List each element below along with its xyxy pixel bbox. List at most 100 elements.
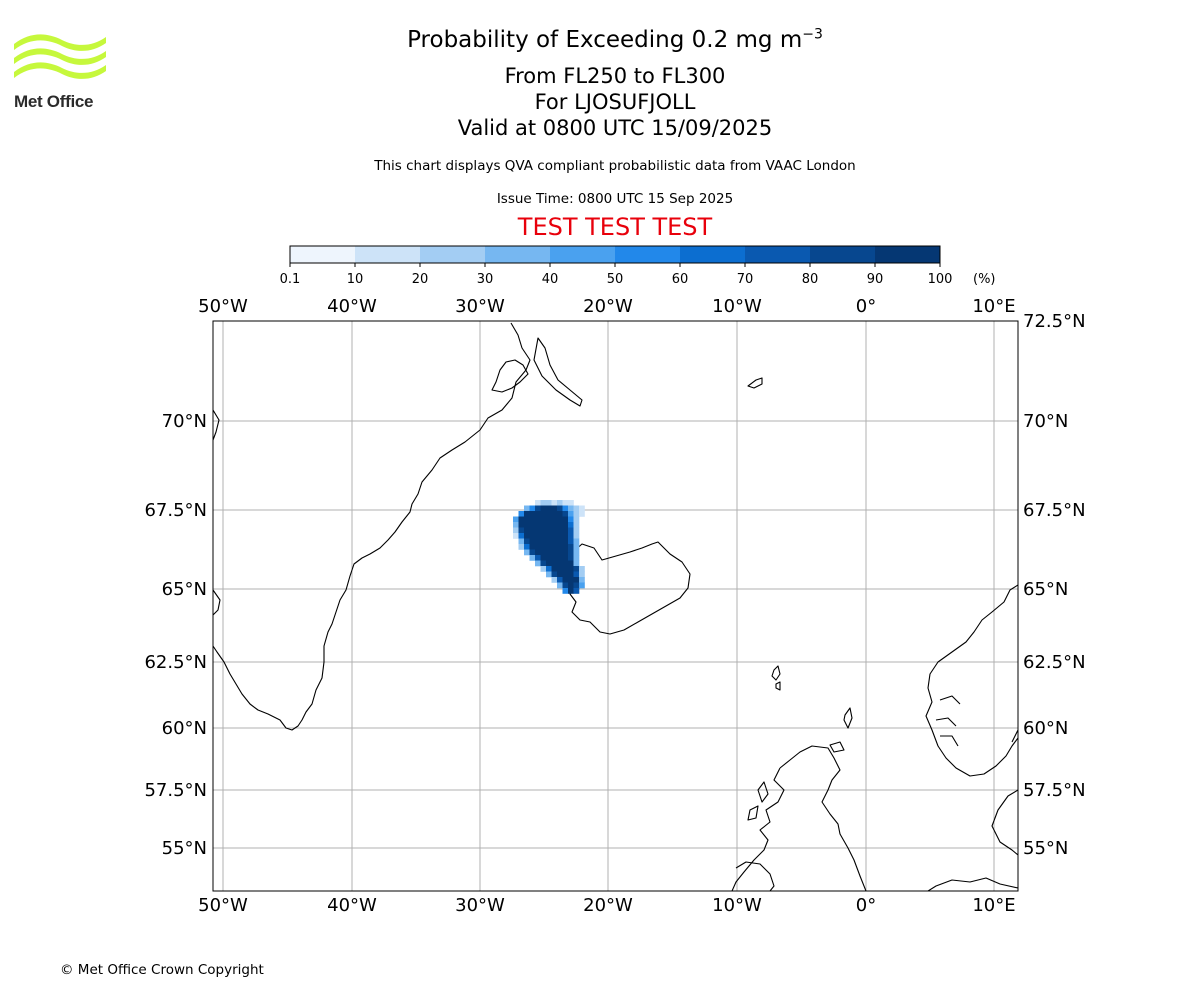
plume-cell xyxy=(524,549,530,556)
plume-cell xyxy=(568,582,574,589)
jan-mayen xyxy=(747,377,763,389)
plume-cell xyxy=(573,511,580,517)
colorbar-tick-label: 40 xyxy=(542,272,559,287)
plume-cell xyxy=(551,505,558,512)
south-edge-europe xyxy=(927,877,1018,891)
plume-cell xyxy=(540,516,547,523)
plume-cell xyxy=(551,516,558,523)
plume-cell xyxy=(546,566,552,572)
axis-labels: 50°W 50°W 40°W 40°W 30°W 30°W 20°W 20°W 10°W 10°W… xyxy=(144,296,1085,916)
greenland-fjord-north xyxy=(491,359,529,393)
plume-cell xyxy=(568,577,574,583)
plume-cell xyxy=(518,538,525,545)
plume-cell xyxy=(535,533,541,539)
greenland-coast xyxy=(213,322,531,731)
colorbar-tick-label: 90 xyxy=(867,272,884,287)
plume-cell xyxy=(573,533,580,539)
plume-cell xyxy=(562,500,569,506)
plume-cell xyxy=(573,582,580,589)
plume-cell xyxy=(513,527,519,534)
plume-cell xyxy=(540,560,547,567)
scotland-coast xyxy=(779,745,867,891)
colorbar-tick-label: 80 xyxy=(802,272,819,287)
colorbar-unit: (%) xyxy=(973,272,996,287)
lon-label-top: 40°W xyxy=(327,296,377,317)
iceland-coast xyxy=(569,541,691,635)
lon-label-top: 10°E xyxy=(972,296,1015,317)
plume-cell xyxy=(557,522,563,528)
plume-cell xyxy=(568,505,574,512)
plume-cell xyxy=(579,571,585,578)
lat-label-right: 67.5°N xyxy=(1023,500,1086,521)
lon-label-bottom: 30°W xyxy=(455,895,505,916)
plume-cell xyxy=(524,522,530,528)
plume-cell xyxy=(568,566,574,572)
lat-label-right: 60°N xyxy=(1023,718,1068,739)
colorbar-tick-label: 60 xyxy=(672,272,689,287)
plume-cell xyxy=(562,549,569,556)
plume-cell xyxy=(551,500,558,506)
issue-time: Issue Time: 0800 UTC 15 Sep 2025 xyxy=(496,191,734,207)
plume-cell xyxy=(529,533,536,539)
faroe-islands xyxy=(771,665,781,691)
plume-cell xyxy=(551,555,558,561)
plume-cell xyxy=(557,582,563,589)
plume-cell xyxy=(540,522,547,528)
plume-cell xyxy=(568,560,574,567)
plume-cell xyxy=(529,555,536,561)
norway-coast xyxy=(925,584,1018,777)
plume-cell xyxy=(568,538,574,545)
greenland-west-edge-2 xyxy=(213,589,221,616)
ireland-coast xyxy=(735,861,775,891)
plume-cell xyxy=(546,533,552,539)
plume-cell xyxy=(551,511,558,517)
plume-cell xyxy=(546,560,552,567)
ash-probability-plume xyxy=(513,500,585,594)
plume-cell xyxy=(524,538,530,545)
plume-cell xyxy=(524,511,530,517)
lat-label-left: 55°N xyxy=(162,838,207,859)
plume-cell xyxy=(573,577,580,583)
colorbar-tick-label: 50 xyxy=(607,272,624,287)
plume-cell xyxy=(535,505,541,512)
plume-cell xyxy=(573,566,580,572)
plume-cell xyxy=(562,588,569,594)
plume-cell xyxy=(557,571,563,578)
plume-cell xyxy=(557,533,563,539)
plume-cell xyxy=(540,533,547,539)
plume-cell xyxy=(551,577,558,583)
sweden-edge xyxy=(1011,729,1018,743)
plume-cell xyxy=(579,582,585,589)
plume-cell xyxy=(551,533,558,539)
plume-cell xyxy=(513,516,519,523)
met-office-wordmark: Met Office xyxy=(14,92,94,111)
greenland-west-edge xyxy=(213,409,220,441)
colorbar-bin xyxy=(550,246,616,263)
plume-cell xyxy=(562,582,569,589)
plume-cell xyxy=(568,527,574,534)
plume-cell xyxy=(518,527,525,534)
plume-cell xyxy=(568,555,574,561)
plume-cell xyxy=(535,549,541,556)
plume-cell xyxy=(568,588,574,594)
plume-cell xyxy=(557,577,563,583)
plume-cell xyxy=(546,571,552,578)
colorbar-tick-label: 10 xyxy=(347,272,364,287)
probability-colorbar: 0.1 10 20 30 40 50 60 70 80 90 100 (%) xyxy=(280,245,996,287)
plume-cell xyxy=(562,566,569,572)
plume-cell xyxy=(540,505,547,512)
plume-cell xyxy=(518,544,525,550)
plume-cell xyxy=(546,505,552,512)
lat-label-right: 55°N xyxy=(1023,838,1068,859)
plume-cell xyxy=(557,500,563,506)
plume-cell xyxy=(535,560,541,567)
lon-label-bottom: 20°W xyxy=(583,895,633,916)
plume-cell xyxy=(529,505,536,512)
colorbar-tick-label: 30 xyxy=(477,272,494,287)
met-office-wave-icon xyxy=(14,34,106,79)
plume-cell xyxy=(551,566,558,572)
plume-cell xyxy=(562,538,569,545)
plume-cell xyxy=(573,544,580,550)
chart-title-text: Probability of Exceeding 0.2 mg m xyxy=(407,27,803,53)
denmark-coast xyxy=(991,789,1018,856)
